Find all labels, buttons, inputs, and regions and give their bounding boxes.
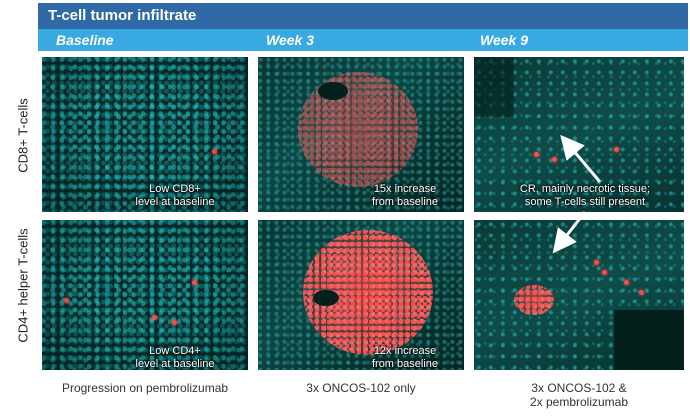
caption-cd8-baseline: Low CD8+ level at baseline [135,183,215,208]
row-label-cd8: CD8+ T-cells [15,98,31,173]
image-cd8-week9 [474,57,684,212]
column-header-band [38,29,688,51]
caption-cd4-baseline: Low CD4+ level at baseline [135,345,215,370]
caption-cd8-week3: 15x increase from baseline [371,183,439,208]
bottom-caption-week3: 3x ONCOS-102 only [306,381,416,395]
column-header-baseline: Baseline [56,32,114,48]
image-cd4-baseline [42,220,248,370]
bottom-caption-week9: 3x ONCOS-102 & 2x pembrolizumab [529,381,629,409]
image-cd8-baseline [42,57,248,212]
image-cd4-week9 [474,220,684,370]
image-cd8-week3 [258,57,464,212]
caption-cd8-week9: CR, mainly necrotic tissue; some T-cells… [519,183,651,208]
column-header-week9: Week 9 [480,32,528,48]
column-header-week3: Week 3 [266,32,314,48]
bottom-caption-baseline: Progression on pembrolizumab [61,381,229,395]
image-cd4-week3 [258,220,464,370]
row-label-cd4: CD4+ helper T-cells [15,228,31,343]
figure-title: T-cell tumor infiltrate [38,3,688,29]
caption-cd4-week3: 12x increase from baseline [371,345,439,370]
